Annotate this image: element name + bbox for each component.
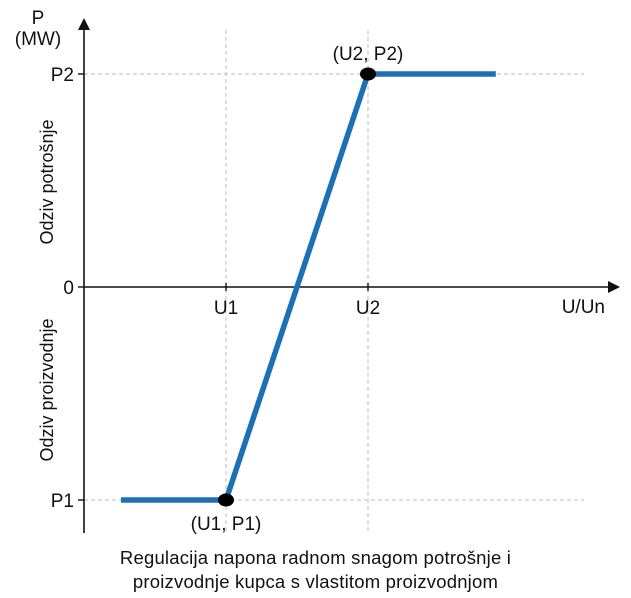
data-point	[360, 67, 376, 81]
data-point	[218, 493, 234, 507]
region-label-lower: Odziv proizvodnje	[37, 318, 57, 461]
chart-caption: Regulacija napona radnom snagom potrošnj…	[0, 546, 631, 594]
series-layer	[120, 71, 496, 503]
y-axis-title-line: (MW)	[15, 29, 61, 50]
caption-line-1: Regulacija napona radnom snagom potrošnj…	[119, 547, 512, 568]
caption-line-2: proizvodnje kupca s vlastitom proizvodnj…	[132, 571, 499, 592]
series-line-0	[120, 71, 496, 503]
points-layer	[218, 67, 376, 507]
y-axis-title-line: P	[32, 8, 45, 29]
y-tick-label: P1	[51, 491, 74, 512]
grid-lines	[84, 30, 584, 533]
text-layer: (U1, P1) (U2, P2) U1 U2 P2 0 P1 P(MW) U/Un Odziv …	[15, 8, 605, 535]
x-tick-label: U2	[356, 298, 380, 319]
x-tick-label: U1	[214, 298, 238, 319]
y-tick-label: 0	[63, 278, 74, 299]
y-tick-label: P2	[51, 65, 74, 86]
x-axis-title: U/Un	[562, 297, 605, 318]
point-label: (U1, P1)	[191, 514, 262, 535]
axes	[78, 18, 620, 533]
point-label: (U2, P2)	[333, 44, 404, 65]
region-label-upper: Odziv potrošnje	[37, 119, 57, 244]
